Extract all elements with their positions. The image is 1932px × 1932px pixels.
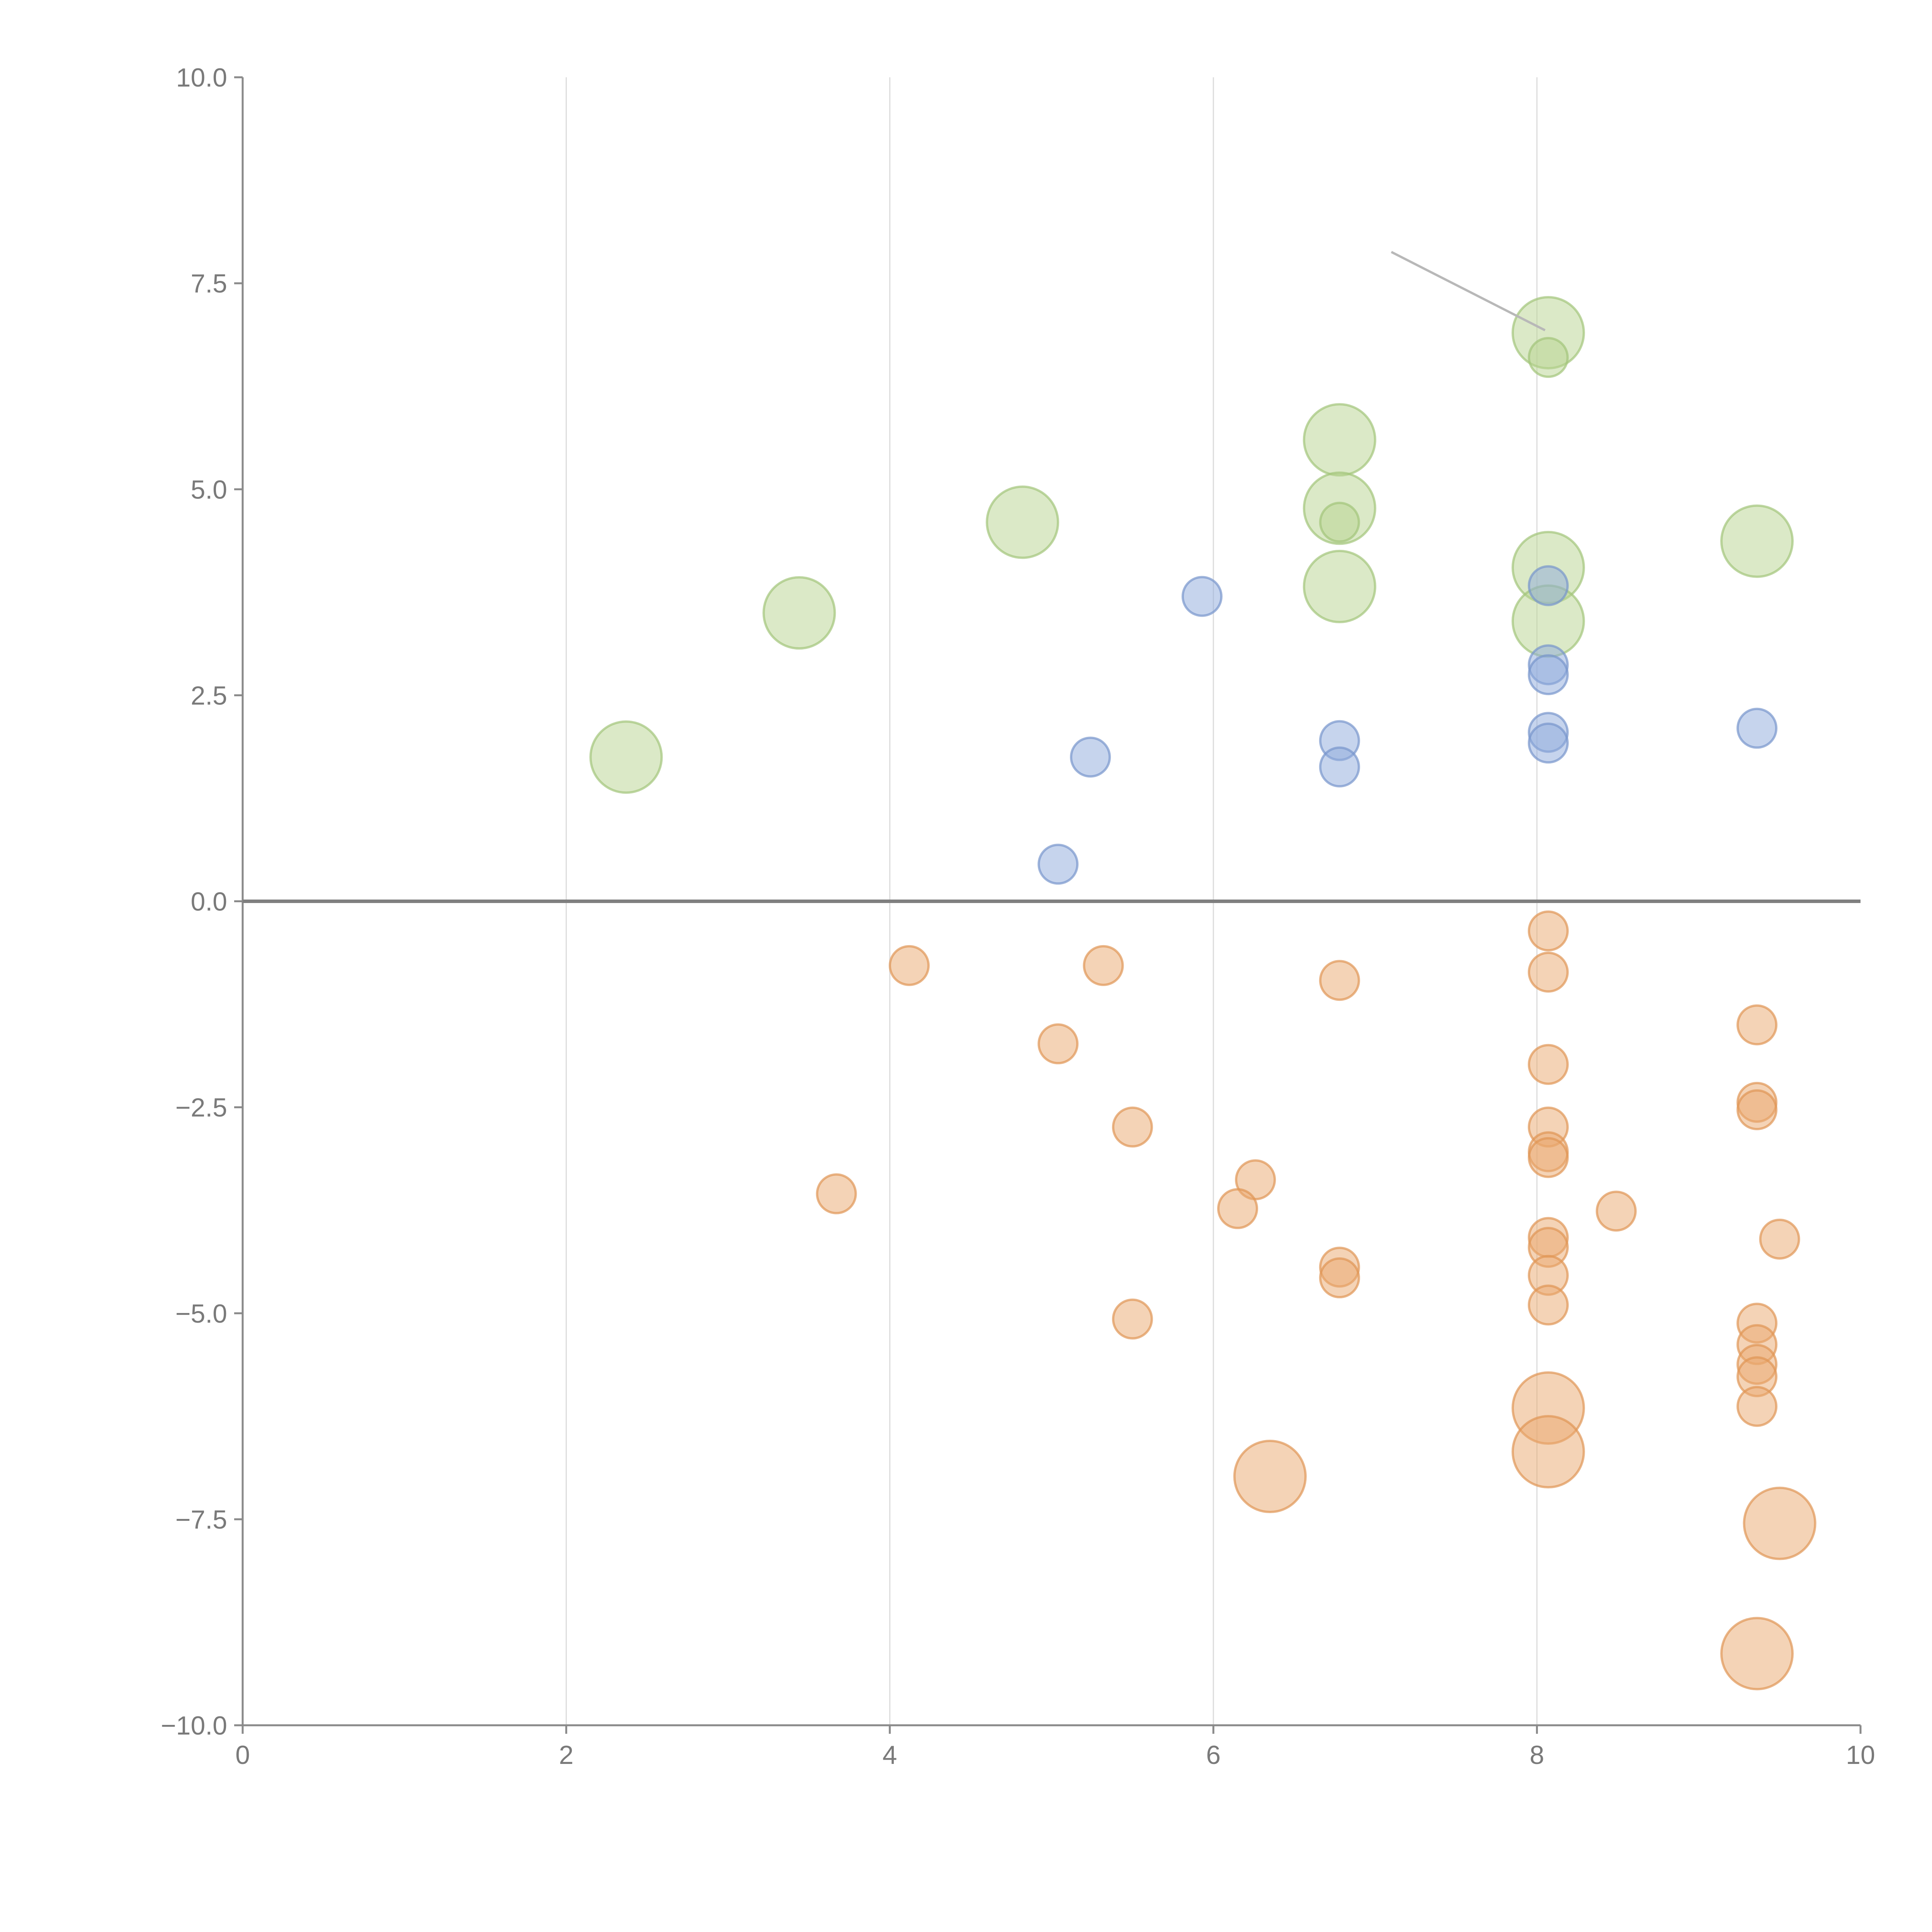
- data-point-orange: [1743, 1486, 1816, 1560]
- x-tick-label: 2: [559, 1740, 573, 1770]
- data-point-green: [1527, 337, 1569, 378]
- x-tick-label: 10: [1846, 1740, 1875, 1770]
- x-tick-label: 6: [1206, 1740, 1221, 1770]
- data-point-orange: [1527, 910, 1569, 952]
- data-point-orange: [1319, 960, 1360, 1001]
- data-point-orange: [1037, 1023, 1079, 1065]
- axes: 0 2 4 6 8 10 10.0 7.5 5.0 2.5 0.0 −2.5 −5.0 −7.5 −10.0: [161, 63, 1875, 1770]
- data-point-blue: [1527, 565, 1569, 606]
- data-point-blue: [1037, 844, 1079, 885]
- y-tick-label: 5.0: [190, 475, 227, 504]
- data-point-orange: [1527, 1137, 1569, 1178]
- y-tick-label: 10.0: [176, 63, 227, 92]
- data-point-orange: [1736, 1004, 1778, 1046]
- x-tick-label: 4: [883, 1740, 897, 1770]
- data-point-orange: [1527, 951, 1569, 993]
- data-point-blue: [1181, 576, 1223, 617]
- data-point-green: [589, 720, 663, 794]
- data-point-orange: [1736, 1386, 1778, 1427]
- data-point-orange: [816, 1173, 857, 1214]
- y-tick-label: −5.0: [175, 1299, 227, 1328]
- data-point-orange: [1112, 1106, 1153, 1148]
- data-point-orange: [1319, 1257, 1360, 1299]
- data-point-orange: [1595, 1190, 1637, 1232]
- data-point-orange: [1233, 1439, 1307, 1513]
- data-point-green: [762, 576, 836, 650]
- data-point-orange: [1720, 1617, 1794, 1690]
- data-point-green: [1303, 549, 1376, 623]
- data-point-orange: [1527, 1044, 1569, 1085]
- data-point-orange: [1736, 1089, 1778, 1131]
- y-tick-label: 0.0: [190, 887, 227, 917]
- data-point-green: [1303, 403, 1376, 477]
- data-point-orange: [889, 945, 930, 986]
- y-tick-label: 2.5: [190, 681, 227, 710]
- data-point-blue: [1070, 736, 1111, 778]
- y-tick-label: 7.5: [190, 269, 227, 298]
- data-point-orange: [1083, 945, 1124, 986]
- data-point-orange: [1217, 1188, 1259, 1229]
- y-tick-label: −10.0: [161, 1711, 227, 1740]
- x-tick-label: 8: [1530, 1740, 1544, 1770]
- data-point-orange: [1511, 1415, 1585, 1489]
- data-point-orange: [1112, 1298, 1153, 1340]
- data-point-blue: [1736, 707, 1778, 749]
- data-point-green: [1720, 504, 1794, 578]
- data-point-green: [986, 485, 1060, 559]
- x-tick-label: 0: [235, 1740, 250, 1770]
- data-point-blue: [1527, 654, 1569, 696]
- data-point-blue: [1319, 746, 1360, 787]
- y-tick-label: −2.5: [175, 1093, 227, 1122]
- leader-lines: [1391, 251, 1546, 332]
- data-points: [589, 296, 1816, 1690]
- data-point-orange: [1759, 1218, 1800, 1260]
- data-point-green: [1319, 502, 1360, 543]
- leader-line: [1391, 251, 1546, 332]
- y-tick-label: −7.5: [175, 1505, 227, 1534]
- data-point-blue: [1527, 723, 1569, 764]
- data-point-orange: [1527, 1284, 1569, 1326]
